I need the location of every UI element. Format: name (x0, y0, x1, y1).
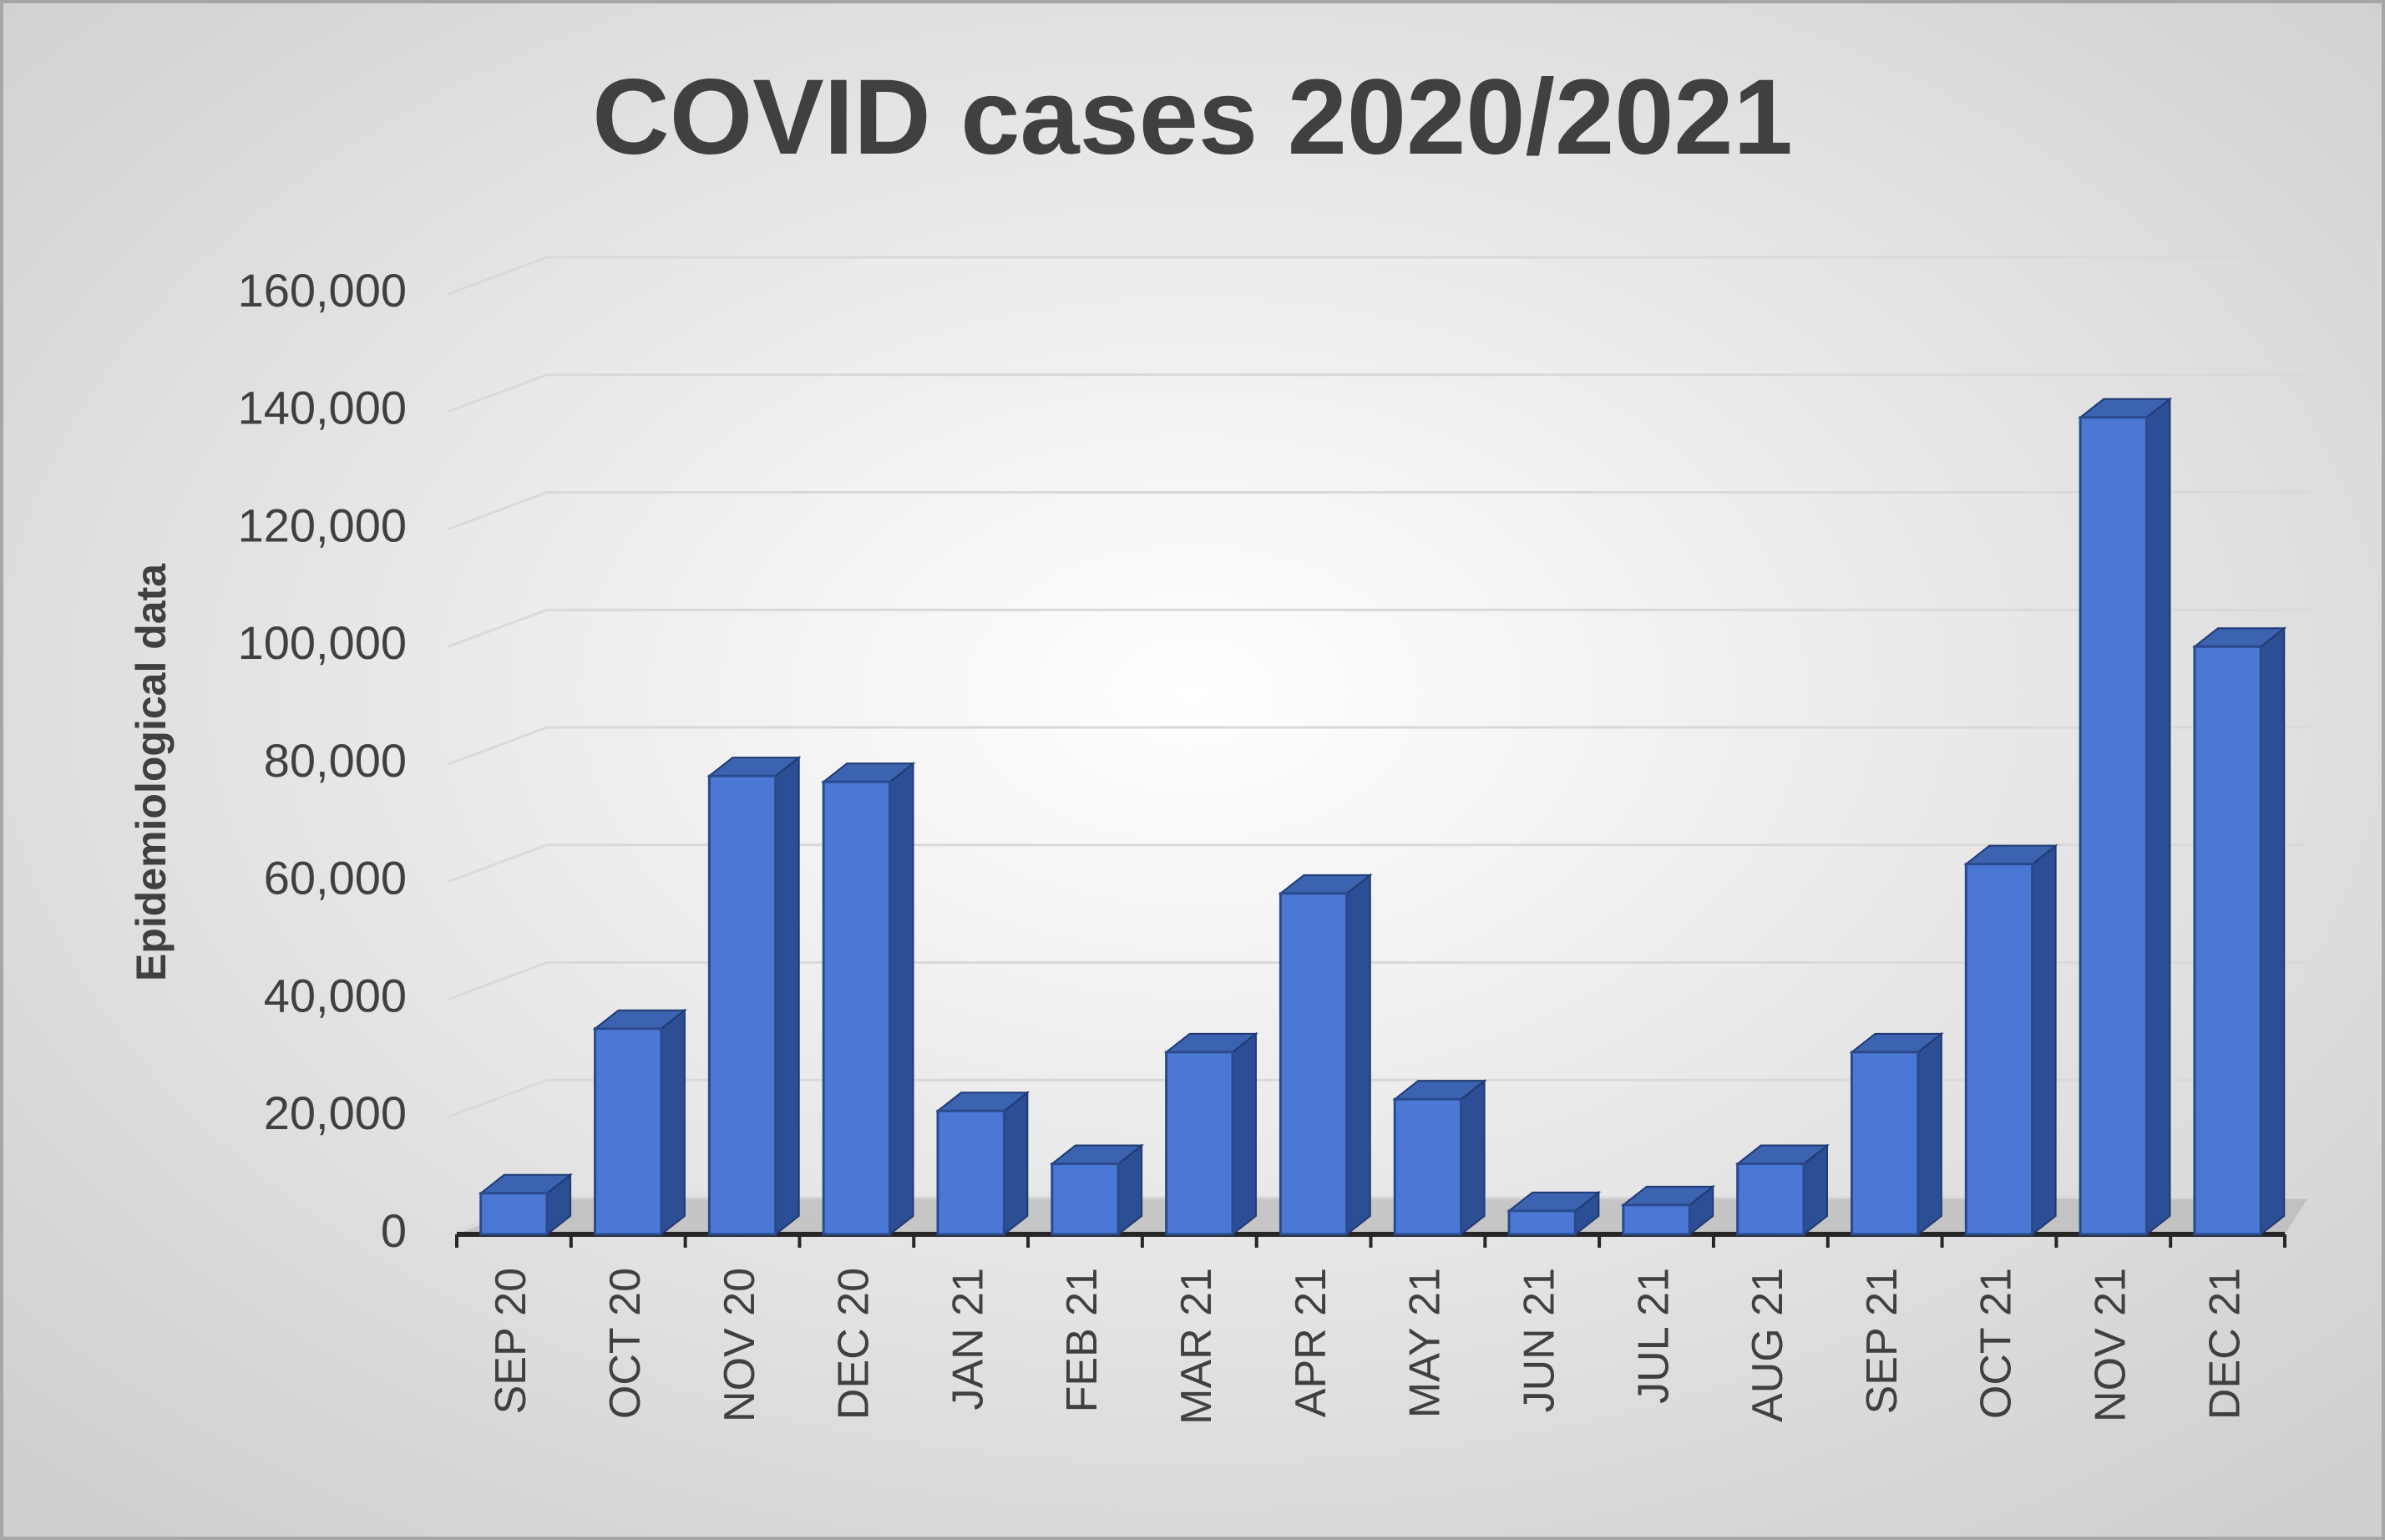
bar (1507, 1209, 1577, 1236)
y-axis-title: Epidemiological data (128, 563, 175, 981)
bar-side (2031, 843, 2057, 1237)
x-tick-label: AUG 21 (1744, 1268, 1792, 1422)
x-tick-label: MAY 21 (1401, 1268, 1450, 1418)
bar-side (1917, 1031, 1942, 1237)
x-tick-label: OCT 20 (601, 1268, 650, 1419)
y-tick-label: 60,000 (264, 852, 407, 904)
x-tick-label: DEC 21 (2200, 1268, 2249, 1420)
grid-line-diag (448, 608, 548, 648)
x-tick-label: OCT 21 (1972, 1268, 2021, 1419)
y-tick-label: 0 (381, 1204, 407, 1257)
y-tick-label: 140,000 (238, 382, 407, 434)
bar-side (1345, 873, 1371, 1237)
grid-line-diag (448, 1078, 548, 1118)
y-tick-label: 80,000 (264, 734, 407, 787)
bar (707, 774, 777, 1236)
grid-line-diag (448, 256, 548, 296)
bar (1393, 1097, 1463, 1236)
y-tick-label: 160,000 (238, 264, 407, 317)
grid-line-diag (448, 843, 548, 884)
bar-side (1460, 1079, 1486, 1237)
x-tick-label: DEC 20 (830, 1268, 879, 1420)
bar-side (2260, 626, 2286, 1237)
bar (1964, 863, 2034, 1236)
bar (1736, 1163, 1805, 1236)
x-tick-label: JUN 21 (1515, 1268, 1563, 1412)
y-tick-label: 100,000 (238, 616, 407, 669)
bar (594, 1027, 663, 1236)
x-tick-label: NOV 21 (2087, 1268, 2135, 1422)
bar (1165, 1051, 1234, 1236)
bar (2193, 645, 2262, 1236)
bar-side (1231, 1031, 1257, 1237)
x-tick-label: SEP 21 (1858, 1268, 1906, 1414)
y-tick-label: 120,000 (238, 499, 407, 551)
x-tick-label: APR 21 (1287, 1268, 1335, 1417)
grid-line-diag (448, 961, 548, 1000)
y-tick-label: 40,000 (264, 969, 407, 1021)
x-tick-label: SEP 20 (487, 1268, 535, 1414)
bar-side (2145, 397, 2171, 1237)
bar-side (889, 762, 914, 1237)
bar (936, 1109, 1005, 1236)
grid-line-diag (448, 491, 548, 530)
floor (457, 1198, 2308, 1234)
bar (1279, 892, 1349, 1236)
x-tick-label: JAN 21 (944, 1268, 992, 1411)
bar (1622, 1203, 1691, 1236)
bar (822, 780, 892, 1236)
bar (479, 1192, 549, 1236)
y-tick-label: 20,000 (264, 1087, 407, 1139)
bar-side (660, 1008, 686, 1237)
grid-line-diag (448, 726, 548, 766)
x-tick-label: NOV 20 (716, 1268, 764, 1422)
bar (1051, 1163, 1120, 1236)
bar-side (774, 756, 800, 1237)
bar (1850, 1051, 1920, 1236)
x-tick-label: FEB 21 (1058, 1268, 1106, 1412)
grid-line-diag (448, 373, 548, 413)
bar (2079, 416, 2148, 1236)
x-tick-label: JUL 21 (1629, 1268, 1678, 1404)
bar-side (1003, 1091, 1029, 1237)
chart-title: COVID cases 2020/2021 (592, 58, 1793, 177)
x-tick-label: MAR 21 (1172, 1268, 1221, 1425)
